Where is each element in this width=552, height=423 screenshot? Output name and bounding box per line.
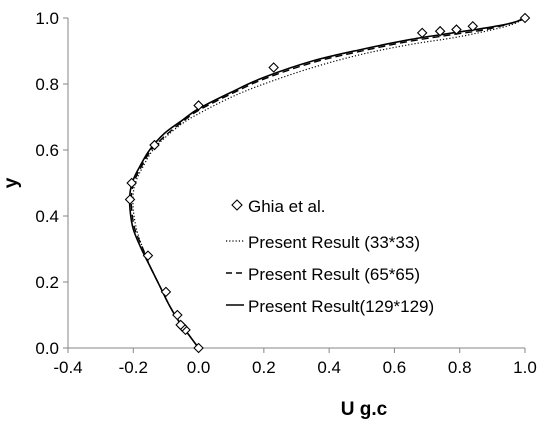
legend-item-ghia: Ghia et al. — [231, 197, 326, 216]
data-point-diamond — [193, 100, 204, 111]
data-point-diamond — [467, 20, 479, 32]
x-tick-label: 0.6 — [383, 358, 407, 377]
y-tick-label: 0.0 — [35, 339, 59, 358]
y-axis-title: y — [1, 177, 22, 188]
x-tick-label: -0.4 — [53, 358, 82, 377]
data-point-diamond — [149, 139, 160, 151]
y-tick-label: 1.0 — [35, 9, 59, 28]
data-point-diamond — [175, 319, 186, 331]
legend-label-129: Present Result(129*129) — [248, 297, 434, 316]
data-point-diamond — [268, 62, 279, 73]
data-point-diamond — [519, 12, 531, 24]
legend-label-65: Present Result (65*65) — [248, 265, 420, 284]
data-point-diamond — [193, 342, 204, 354]
y-tick-label: 0.6 — [35, 141, 59, 160]
data-point-diamond — [124, 194, 136, 205]
x-tick-label: 0.2 — [252, 358, 276, 377]
x-tick-label: 0.4 — [317, 358, 341, 377]
legend-label-33: Present Result (33*33) — [248, 233, 420, 252]
legend-item-65: Present Result (65*65) — [226, 265, 420, 284]
data-point-diamond — [451, 24, 462, 35]
legend-diamond-icon — [231, 199, 243, 211]
series-line-solid — [128, 17, 526, 349]
x-tick-label: 0.8 — [448, 358, 472, 377]
x-tick-label: -0.2 — [119, 358, 148, 377]
y-tick-label: 0.8 — [35, 75, 59, 94]
data-point-diamond — [142, 250, 154, 261]
data-point-diamond — [126, 177, 137, 189]
legend-label-ghia: Ghia et al. — [248, 197, 326, 216]
y-tick-label: 0.4 — [35, 207, 59, 226]
data-point-diamond — [434, 25, 446, 37]
series-layer — [124, 12, 531, 354]
data-point-diamond — [160, 286, 172, 298]
data-point-diamond — [172, 309, 183, 321]
legend: Ghia et al. Present Result (33*33) Prese… — [226, 197, 434, 316]
data-point-diamond — [416, 27, 428, 39]
y-tick-label: 0.2 — [35, 273, 59, 292]
y-axis: 0.0 0.2 0.4 0.6 0.8 1.0 — [35, 9, 69, 358]
x-tick-label: 0.0 — [187, 358, 211, 377]
legend-item-33: Present Result (33*33) — [226, 233, 420, 252]
x-tick-label: 1.0 — [513, 358, 537, 377]
x-axis-title: U g.c — [341, 399, 388, 420]
legend-item-129: Present Result(129*129) — [226, 297, 434, 316]
x-axis: -0.4 -0.2 0.0 0.2 0.4 0.6 0.8 1.0 — [53, 347, 537, 377]
